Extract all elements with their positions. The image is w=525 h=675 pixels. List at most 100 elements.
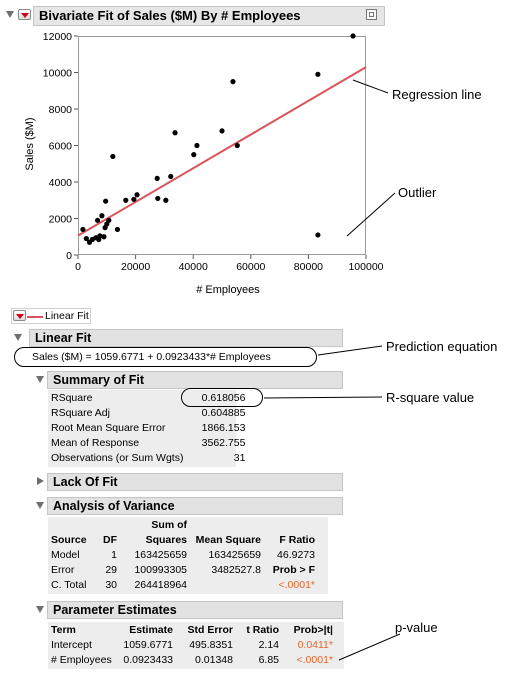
anova-col-df: DF <box>103 533 117 546</box>
rsquare-oval <box>181 388 263 407</box>
report-options-icon[interactable] <box>366 9 377 20</box>
anova-header[interactable]: Analysis of Variance <box>47 497 343 515</box>
anova-ss: 264418964 <box>134 578 187 591</box>
data-point <box>155 195 161 202</box>
data-point <box>83 235 89 242</box>
data-point <box>168 173 174 180</box>
data-point <box>191 152 197 158</box>
anova-header-row: Sum of <box>48 517 318 532</box>
anova-df: 30 <box>105 578 117 591</box>
callout-r-square-value: R-square value <box>386 390 475 405</box>
anova-df: 1 <box>111 548 117 561</box>
y-tick-label: 8000 <box>49 104 73 116</box>
parameter-estimates-toggle[interactable] <box>36 606 44 613</box>
parameter-estimates-table: Term Estimate Std Error t Ratio Prob>|t|… <box>48 622 336 667</box>
data-point <box>103 198 109 204</box>
anova-ms: 3482527.8 <box>211 563 261 576</box>
callout-regression-line: Regression line <box>392 87 482 102</box>
y-tick-label: 4000 <box>49 177 73 189</box>
linear-fit-menu-button[interactable] <box>13 310 26 321</box>
y-tick-label: 10000 <box>43 68 72 80</box>
callout-outlier: Outlier <box>398 185 437 200</box>
anova-col-source: Source <box>51 533 87 546</box>
param-prob: 0.0411* <box>297 638 333 651</box>
parameter-estimates-title: Parameter Estimates <box>53 603 177 617</box>
summary-value: 3562.755 <box>201 436 246 449</box>
prediction-equation-oval <box>14 347 317 367</box>
data-point <box>110 153 116 160</box>
linear-fit-legend-line <box>27 316 43 318</box>
data-point <box>163 197 169 203</box>
linear-fit-title: Linear Fit <box>35 331 92 345</box>
anova-row: Model 1 163425659 163425659 46.9273 <box>48 547 318 562</box>
summary-of-fit-title: Summary of Fit <box>53 373 144 387</box>
summary-row: Observations (or Sum Wgts) 31 <box>48 450 248 465</box>
regression-line <box>77 66 367 237</box>
linear-fit-header[interactable]: Linear Fit <box>29 329 343 347</box>
y-tick-label: 6000 <box>49 141 73 153</box>
lack-of-fit-header[interactable]: Lack Of Fit <box>47 473 343 491</box>
anova-toggle[interactable] <box>36 502 44 509</box>
parameter-estimates-header[interactable]: Parameter Estimates <box>47 601 343 619</box>
anova-col-f: F Ratio <box>279 533 315 546</box>
x-tick-label: 40000 <box>179 261 208 273</box>
report-title-bar: Bivariate Fit of Sales ($M) By # Employe… <box>33 6 385 26</box>
parameter-estimates-panel <box>48 622 344 669</box>
anova-ms <box>190 577 264 592</box>
data-point <box>219 128 225 134</box>
param-estimate: 0.0923433 <box>123 653 173 666</box>
param-row: Intercept 1059.6771 495.8351 2.14 0.0411… <box>48 637 336 652</box>
y-tick-label: 12000 <box>43 31 72 43</box>
param-row: # Employees 0.0923433 0.01348 6.85 <.000… <box>48 652 336 667</box>
data-point <box>99 213 105 219</box>
summary-of-fit-table: RSquare 0.618056 RSquare Adj 0.604885 Root… <box>48 390 248 465</box>
x-tick-label: 80000 <box>294 261 323 273</box>
param-std-error: 495.8351 <box>189 638 233 651</box>
summary-label: RSquare <box>51 391 93 404</box>
summary-of-fit-panel <box>48 390 236 467</box>
data-point <box>154 175 160 181</box>
anova-col-ss-line1: Sum of <box>151 518 187 531</box>
anova-prob-value: <.0001* <box>278 578 316 591</box>
report-outline-toggle[interactable] <box>6 11 14 18</box>
summary-of-fit-toggle[interactable] <box>36 376 44 383</box>
callout-prediction-equation: Prediction equation <box>386 339 498 354</box>
summary-row: RSquare Adj 0.604885 <box>48 405 248 420</box>
data-point <box>114 226 121 233</box>
anova-ss: 163425659 <box>134 548 187 561</box>
anova-f: 46.9273 <box>277 548 315 561</box>
param-col-prob: Prob>|t| <box>293 623 333 636</box>
param-t-ratio: 2.14 <box>258 638 279 651</box>
x-tick-label: 60000 <box>236 261 265 273</box>
x-tick-label: 100000 <box>348 261 383 273</box>
anova-ms: 163425659 <box>208 548 261 561</box>
data-point <box>123 197 129 203</box>
report-menu-button[interactable] <box>18 9 31 20</box>
anova-ss: 100993305 <box>134 563 187 576</box>
data-point <box>194 142 200 149</box>
param-col-std-error: Std Error <box>187 623 233 636</box>
linear-fit-toggle[interactable] <box>14 334 22 341</box>
data-point <box>234 142 240 149</box>
data-point <box>315 232 321 238</box>
summary-label: Mean of Response <box>51 436 140 449</box>
x-axis-label: # Employees <box>196 284 260 296</box>
anova-header-row: Source DF Squares Mean Square F Ratio <box>48 532 318 547</box>
data-point <box>172 130 178 136</box>
data-point <box>106 217 112 223</box>
anova-row: C. Total 30 264418964 <.0001* <box>48 577 318 592</box>
anova-col-ss-line2: Squares <box>145 533 187 546</box>
summary-row: Mean of Response 3562.755 <box>48 435 248 450</box>
anova-source: Error <box>51 563 75 576</box>
anova-source: C. Total <box>51 578 87 591</box>
param-std-error: 0.01348 <box>195 653 233 666</box>
data-point <box>131 196 137 202</box>
data-point <box>80 226 86 233</box>
report-title: Bivariate Fit of Sales ($M) By # Employe… <box>39 8 301 23</box>
data-point <box>350 33 356 39</box>
param-estimate: 1059.6771 <box>123 638 173 651</box>
lack-of-fit-toggle[interactable] <box>37 477 44 485</box>
summary-of-fit-header[interactable]: Summary of Fit <box>47 371 343 389</box>
param-prob: <.0001* <box>296 653 334 666</box>
